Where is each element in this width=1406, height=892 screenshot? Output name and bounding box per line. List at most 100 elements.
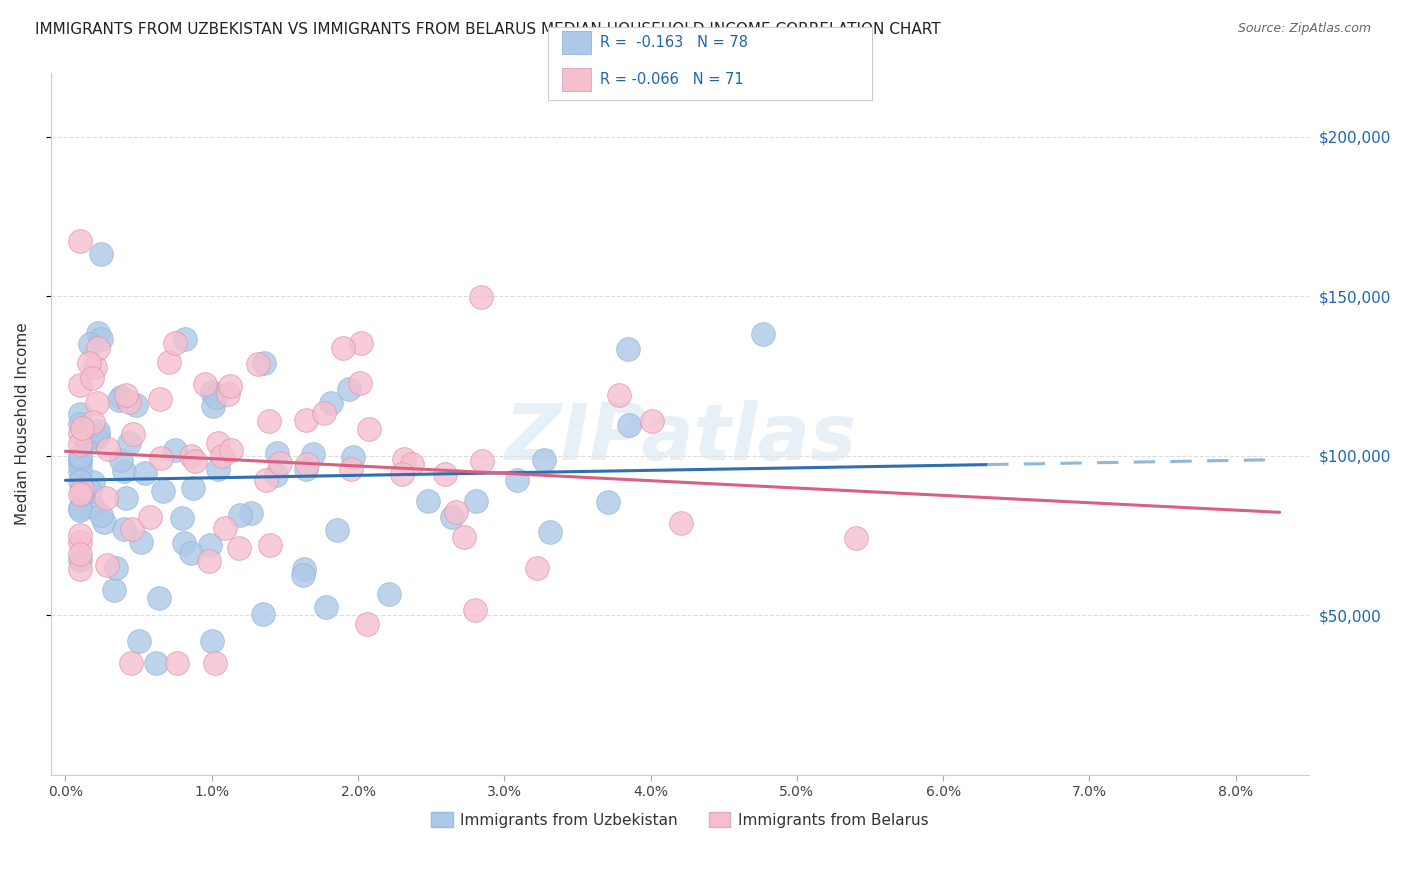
Point <box>257 414 280 428</box>
Point <box>129 535 152 549</box>
Point <box>70 421 93 435</box>
Point <box>114 491 136 505</box>
Point <box>440 509 463 524</box>
Point <box>202 399 225 413</box>
Point <box>125 398 148 412</box>
Point <box>228 541 250 555</box>
Point <box>166 656 188 670</box>
Point <box>128 634 150 648</box>
Point <box>163 336 186 351</box>
Text: R =  -0.163   N = 78: R = -0.163 N = 78 <box>600 36 748 50</box>
Point <box>201 634 224 648</box>
Point <box>506 473 529 487</box>
Point <box>416 493 439 508</box>
Point <box>134 466 156 480</box>
Point <box>321 395 343 409</box>
Point <box>69 378 91 392</box>
Point <box>79 337 101 351</box>
Point <box>247 357 270 371</box>
Point <box>79 356 101 370</box>
Point <box>174 332 197 346</box>
Point <box>69 535 91 549</box>
Point <box>349 376 371 390</box>
Point <box>121 522 143 536</box>
Point <box>252 607 274 621</box>
Point <box>87 326 110 341</box>
Point <box>433 467 456 482</box>
Point <box>82 500 104 514</box>
Point <box>181 481 204 495</box>
Point <box>90 508 112 523</box>
Point <box>80 371 103 385</box>
Point <box>332 342 354 356</box>
Point <box>302 447 325 461</box>
Point <box>69 234 91 248</box>
Point <box>269 456 291 470</box>
Point <box>254 473 277 487</box>
Point <box>350 335 373 350</box>
Point <box>150 450 173 465</box>
Point <box>294 462 316 476</box>
Point <box>401 457 423 471</box>
Point <box>173 535 195 549</box>
Point <box>82 475 104 489</box>
Point <box>148 392 170 406</box>
Point <box>110 453 132 467</box>
Point <box>198 538 221 552</box>
Point <box>205 390 228 404</box>
Point <box>103 582 125 597</box>
Point <box>356 617 378 632</box>
Point <box>110 390 132 404</box>
Point <box>152 483 174 498</box>
Point <box>69 547 91 561</box>
Point <box>291 568 314 582</box>
Point <box>314 406 336 420</box>
Point <box>120 656 142 670</box>
Point <box>357 422 380 436</box>
Point <box>112 522 135 536</box>
Point <box>464 493 486 508</box>
Point <box>69 452 91 467</box>
Point <box>107 392 129 407</box>
Point <box>86 395 108 409</box>
Point <box>145 656 167 670</box>
Point <box>138 509 160 524</box>
Point <box>69 437 91 451</box>
Point <box>204 656 226 670</box>
Point <box>340 462 363 476</box>
Point <box>69 464 91 478</box>
Point <box>118 394 141 409</box>
Point <box>259 538 281 552</box>
Text: ZIPatlas: ZIPatlas <box>503 400 856 476</box>
Point <box>90 247 112 261</box>
Point <box>392 452 415 467</box>
Point <box>69 562 91 576</box>
Legend: Immigrants from Uzbekistan, Immigrants from Belarus: Immigrants from Uzbekistan, Immigrants f… <box>426 806 935 834</box>
Point <box>87 428 110 442</box>
Point <box>118 435 141 450</box>
Point <box>641 414 664 428</box>
Point <box>87 424 110 438</box>
Point <box>69 503 91 517</box>
Point <box>378 587 401 601</box>
Point <box>446 505 468 519</box>
Point <box>69 528 91 542</box>
Point <box>752 327 775 342</box>
Point <box>315 599 337 614</box>
Point <box>538 524 561 539</box>
Point <box>845 531 868 545</box>
Point <box>619 418 641 433</box>
Point <box>229 508 252 522</box>
Point <box>69 487 91 501</box>
Point <box>252 356 274 370</box>
Point <box>219 442 242 457</box>
Point <box>157 355 180 369</box>
Point <box>211 449 233 463</box>
Point <box>105 561 128 575</box>
Point <box>75 433 97 447</box>
Point <box>207 462 229 476</box>
Point <box>90 332 112 346</box>
Point <box>87 341 110 355</box>
Point <box>266 446 288 460</box>
Point <box>165 443 187 458</box>
